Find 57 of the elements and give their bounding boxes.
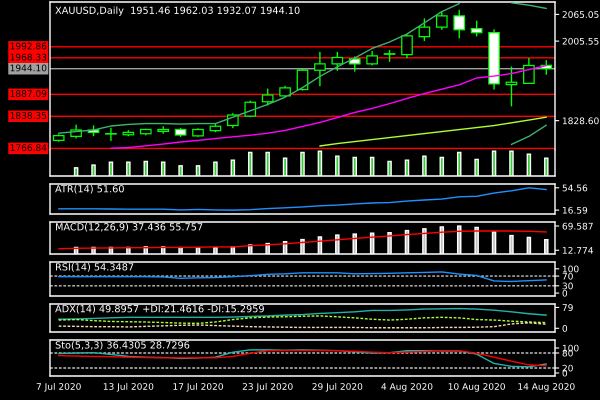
ref-line-label: 1838.35: [10, 112, 46, 119]
line-series: [319, 116, 547, 147]
x-tick-label: 4 Aug 2020: [381, 383, 432, 392]
candlestick: [296, 68, 308, 91]
y-tick-label: 100: [562, 266, 579, 272]
y-tick-label: 0: [562, 290, 568, 297]
chart-title: ATR(14) 51.60: [55, 184, 124, 194]
candlestick: [470, 20, 482, 37]
y-tick-label: 80: [562, 350, 573, 357]
y-tick-label: 100: [562, 344, 579, 352]
chart-title: RSI(14) 54.3487: [56, 263, 134, 272]
line-series: [58, 315, 547, 324]
candlestick: [104, 128, 118, 142]
candlestick: [262, 88, 274, 106]
chart-title: XAUUSD,Daily 1951.46 1962.03 1932.07 1944.10: [55, 6, 300, 16]
x-tick-label: 13 Jul 2020: [104, 382, 154, 392]
y-tick-label: 1828.60: [562, 117, 599, 124]
candlestick: [401, 34, 413, 58]
chart-title: ADX(14) 49.8957 +DI:21.4616 -DI:15.2959: [55, 304, 264, 314]
x-tick-label: 29 Jul 2020: [312, 382, 362, 392]
y-tick-label: 0: [562, 370, 568, 377]
y-tick-label: 12.774: [562, 246, 594, 254]
y-tick-label: 70: [562, 272, 573, 280]
candlestick: [453, 10, 466, 38]
y-tick-label: 20: [562, 364, 573, 372]
candlestick: [506, 66, 518, 106]
ref-line-label: 1968.33: [10, 54, 46, 60]
x-tick-label: 14 Aug 2020: [518, 383, 575, 392]
line-series: [58, 271, 547, 282]
ref-line-label: 1944.10: [10, 64, 46, 72]
ref-line-label: 1887.09: [10, 90, 46, 97]
chart-title: MACD(12,26,9) 37.436 55.757: [56, 222, 202, 232]
candlestick: [244, 100, 256, 118]
y-tick-label: 16.59: [562, 206, 588, 214]
candlestick: [523, 58, 535, 84]
y-tick-label: 79: [562, 304, 573, 311]
ref-line-label: 1992.86: [10, 42, 46, 50]
x-tick-label: 17 Jul 2020: [173, 382, 223, 392]
y-tick-label: 54.56: [562, 184, 588, 192]
candlestick: [436, 12, 448, 30]
y-tick-label: 30: [562, 282, 573, 290]
candlestick: [384, 50, 396, 62]
x-tick-label: 10 Aug 2020: [448, 383, 505, 392]
candlestick: [279, 86, 291, 98]
y-tick-label: 2005.55: [562, 38, 598, 45]
candlestick: [418, 18, 430, 42]
line-series: [58, 230, 547, 250]
chart-title: Sto(5,3,3) 36.4305 28.7296: [56, 341, 190, 350]
y-tick-label: 69.587: [562, 222, 593, 230]
ref-line-label: 1766.84: [10, 144, 46, 152]
y-tick-label: 2065.05: [562, 11, 598, 18]
candlestick: [366, 50, 378, 66]
candlestick: [331, 52, 344, 71]
candlestick: [314, 52, 326, 86]
x-tick-label: 23 Jul 2020: [242, 382, 293, 392]
y-tick-label: 0: [562, 325, 568, 332]
x-tick-label: 7 Jul 2020: [36, 382, 81, 392]
